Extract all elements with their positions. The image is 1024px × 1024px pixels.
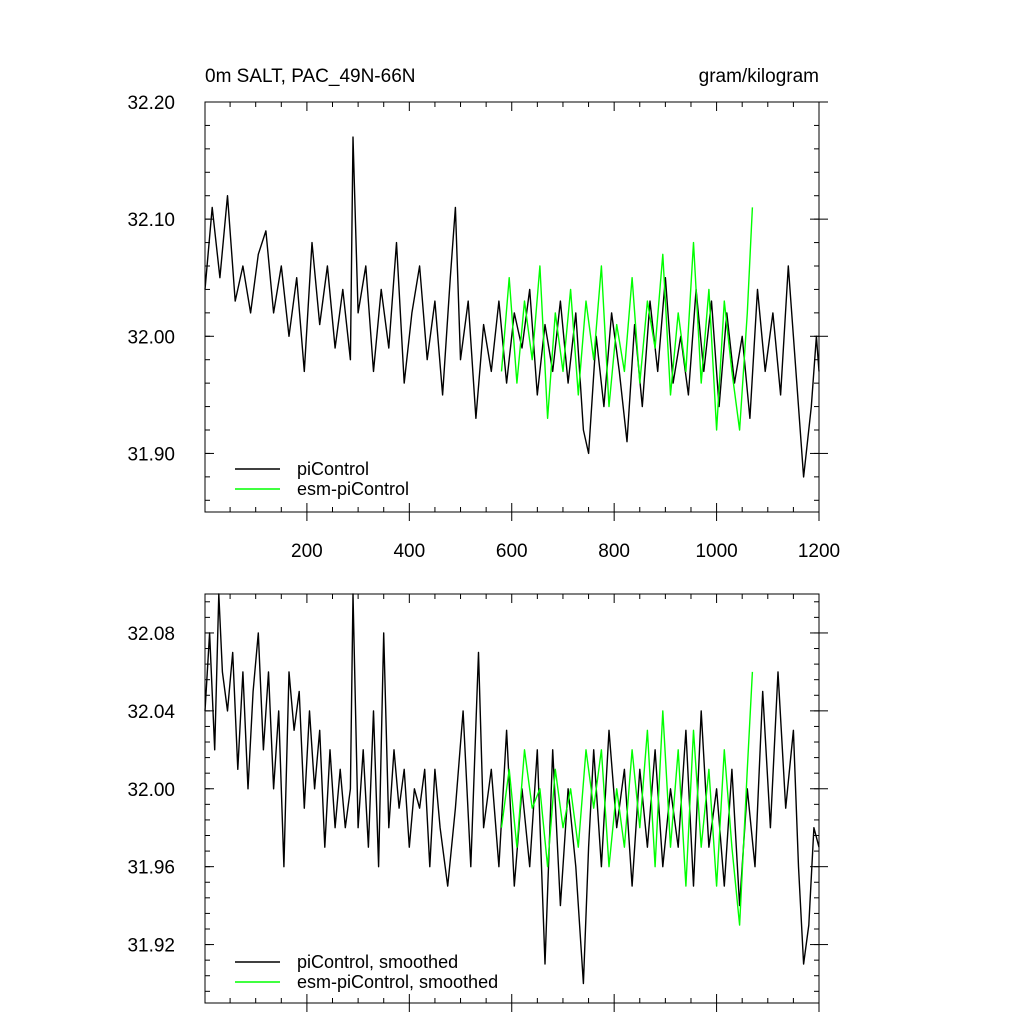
top-panel: 200 400 600 800 1000 1200 31.90 32.00 32.10 32.20… bbox=[127, 93, 840, 562]
y-tick-label: 31.92 bbox=[127, 936, 175, 957]
y-tick-label: 31.96 bbox=[127, 858, 175, 879]
y-tick-label: 32.04 bbox=[127, 702, 175, 723]
x-tick-label: 200 bbox=[291, 541, 323, 562]
y-tick-label: 32.00 bbox=[127, 780, 175, 801]
chart-title: 0m SALT, PAC_49N-66N bbox=[205, 66, 416, 87]
legend-label: esm-piControl bbox=[297, 479, 409, 499]
bottom-panel: 31.92 31.96 32.00 32.04 32.08 piControl, smoo… bbox=[127, 593, 828, 1012]
y-tick-label: 31.90 bbox=[127, 444, 175, 465]
x-tick-label: 400 bbox=[393, 541, 425, 562]
units-label: gram/kilogram bbox=[699, 66, 819, 87]
legend-label: esm-piControl, smoothed bbox=[297, 972, 498, 992]
x-tick-label: 600 bbox=[496, 541, 528, 562]
y-tick-label: 32.00 bbox=[127, 327, 175, 348]
y-tick-label: 32.08 bbox=[127, 624, 175, 645]
y-tick-label: 32.10 bbox=[127, 210, 175, 231]
x-tick-label: 1200 bbox=[798, 541, 840, 562]
legend-label: piControl bbox=[297, 459, 369, 479]
series-line-esm-picontrol bbox=[500, 671, 754, 926]
series-line-esm-picontrol bbox=[500, 207, 754, 431]
series-line-picontrol bbox=[204, 136, 820, 478]
legend-label: piControl, smoothed bbox=[297, 952, 458, 972]
x-tick-label: 800 bbox=[598, 541, 630, 562]
x-tick-label: 1000 bbox=[695, 541, 737, 562]
y-tick-label: 32.20 bbox=[127, 93, 175, 114]
series-line-picontrol bbox=[204, 593, 820, 985]
